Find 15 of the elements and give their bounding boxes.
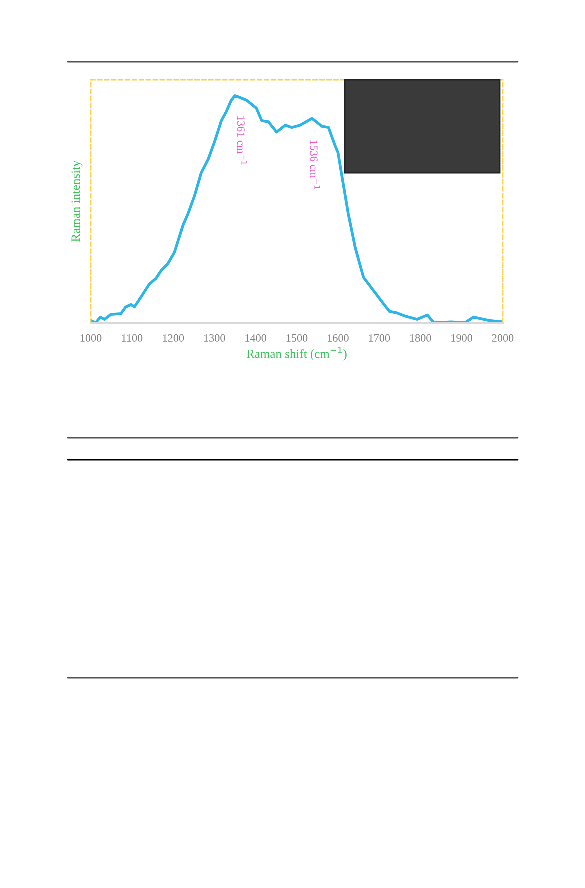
- x-tick-label: 1100: [122, 334, 143, 342]
- annotation: 1361 cm$^{−1}$: [237, 116, 248, 165]
- x-tick-label: 1300: [204, 334, 226, 342]
- x-tick-label: 1000: [80, 334, 102, 342]
- x-tick-label: 1500: [286, 334, 308, 342]
- x-tick-label: 1700: [369, 334, 390, 342]
- x-tick-label: 1800: [410, 334, 432, 342]
- x-tick-label: 2000: [492, 334, 514, 342]
- x-axis-title: Raman shift (cm$^{−1}$): [246, 346, 347, 361]
- x-tick-label: 1600: [328, 334, 349, 342]
- x-tick-label: 1200: [163, 334, 184, 342]
- x-tick-label: 1400: [246, 334, 266, 342]
- annotation: 1536 cm$^{−1}$: [310, 140, 320, 190]
- y-axis-title: Raman intensity: [72, 160, 83, 242]
- x-tick-label: 1900: [452, 334, 472, 342]
